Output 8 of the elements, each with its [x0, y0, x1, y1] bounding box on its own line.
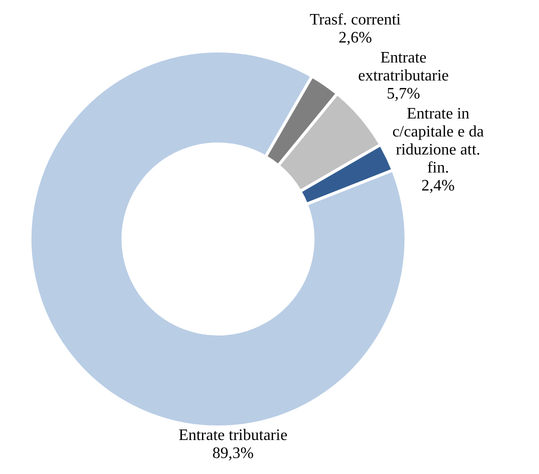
data-label: 89,3% [212, 445, 254, 462]
slice-label: Entrate tributarie [178, 427, 288, 444]
data-label: 2,4% [421, 177, 455, 194]
data-label: 2,6% [338, 29, 372, 46]
slice-label: Entrate in c/capitale e da riduzione att. fin. [392, 105, 484, 176]
slice-label: Entrate extratributarie [358, 49, 449, 84]
slice-label: Trasf. correnti [310, 11, 402, 28]
data-label: 5,7% [386, 85, 420, 102]
